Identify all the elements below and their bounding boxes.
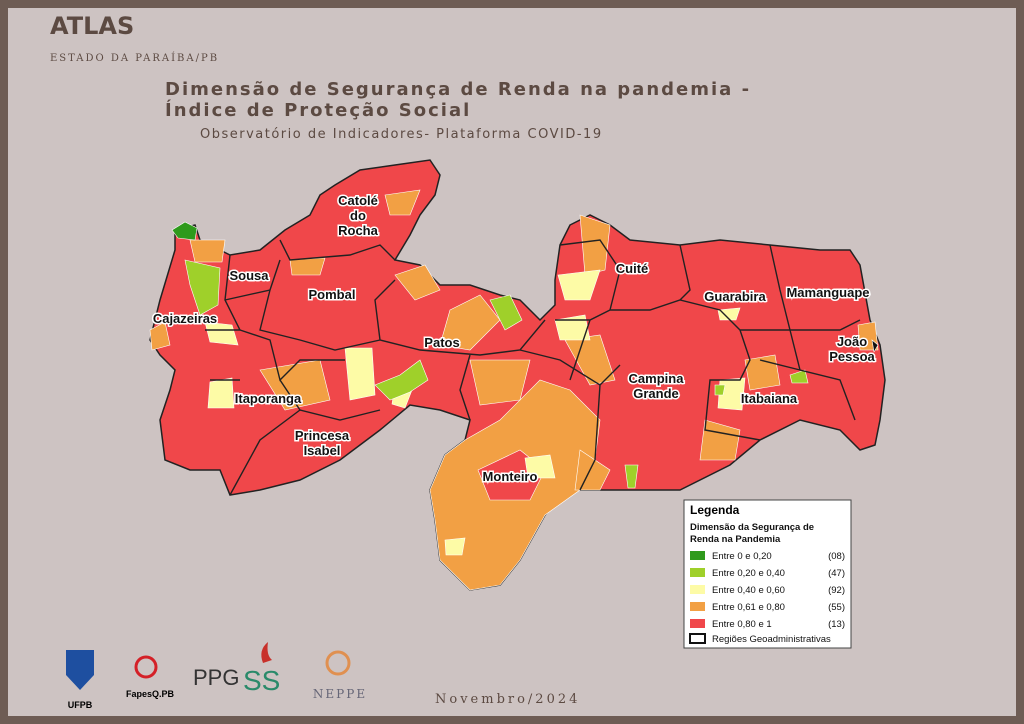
legend-label: Entre 0,40 e 0,60	[712, 585, 785, 596]
legend-title: Legenda	[690, 503, 740, 517]
region-label: Itaporanga	[235, 391, 302, 406]
region-label: Pessoa	[829, 349, 875, 364]
region-label: João	[837, 334, 867, 349]
legend-label: Entre 0,20 e 0,40	[712, 568, 785, 579]
fapesq-icon	[134, 655, 158, 679]
region-label: Isabel	[304, 443, 341, 458]
legend-swatch	[690, 602, 705, 611]
region-label: Itabaiana	[741, 391, 798, 406]
legend-count: (13)	[828, 619, 845, 630]
region-label: Grande	[633, 386, 679, 401]
legend-count: (92)	[828, 585, 845, 596]
map	[149, 159, 886, 591]
region-label: Princesa	[295, 428, 350, 443]
ufpb-shield	[66, 650, 94, 690]
legend-subtitle: Renda na Pandemia	[690, 534, 781, 545]
legend-label: Entre 0,80 e 1	[712, 619, 772, 630]
legend-count: (08)	[828, 551, 845, 562]
logo-text: UFPB	[68, 700, 93, 710]
logo-text: SS	[243, 665, 280, 696]
region-label: Cuité	[616, 261, 649, 276]
neppe-icon	[325, 650, 351, 676]
region-label: do	[350, 208, 366, 223]
legend-label: Regiões Geoadministrativas	[712, 634, 831, 645]
title: Dimensão de Segurança de Renda na pandem…	[165, 79, 751, 100]
legend-label: Entre 0,61 e 0,80	[712, 602, 785, 613]
atlas: ATLAS	[50, 12, 134, 40]
region-label: Rocha	[338, 223, 379, 238]
legend-swatch	[690, 568, 705, 577]
legend: Legenda Dimensão da Segurança de Renda n…	[683, 499, 852, 649]
region-label: Catolé	[338, 193, 378, 208]
logo-text: FapesQ.PB	[126, 689, 175, 699]
legend-count: (47)	[828, 568, 845, 579]
legend-swatch	[689, 633, 706, 644]
region-label: Sousa	[229, 268, 269, 283]
region-label: Patos	[424, 335, 459, 350]
legend-box	[683, 499, 852, 649]
region-label: Monteiro	[483, 469, 538, 484]
footer-date: Novembro/2024	[435, 692, 580, 707]
legend-swatch	[690, 551, 705, 560]
legend-count: (55)	[828, 602, 845, 613]
region-label: Mamanguape	[786, 285, 869, 300]
logo-text: NEPPE	[313, 687, 367, 701]
source: Observatório de Indicadores- Plataforma …	[200, 127, 603, 142]
legend-subtitle: Dimensão da Segurança de	[690, 522, 814, 533]
legend-items: Entre 0 e 0,20 (08) Entre 0,20 e 0,40 (47) E…	[690, 551, 845, 630]
logo-text: PPG	[193, 665, 239, 690]
region-label: Pombal	[309, 287, 356, 302]
title: Índice de Proteção Social	[165, 99, 471, 121]
legend-swatch	[690, 585, 705, 594]
region-label: Cajazeiras	[153, 311, 217, 326]
region-label: Campina	[629, 371, 685, 386]
logos: UFPB FapesQ.PB PPG SS NEPPE	[66, 642, 367, 710]
legend-swatch	[690, 619, 705, 628]
region-label: Guarabira	[704, 289, 766, 304]
state: ESTADO DA PARAÍBA/PB	[50, 52, 219, 64]
legend-label: Entre 0 e 0,20	[712, 551, 772, 562]
ppgss-flame	[261, 642, 272, 663]
